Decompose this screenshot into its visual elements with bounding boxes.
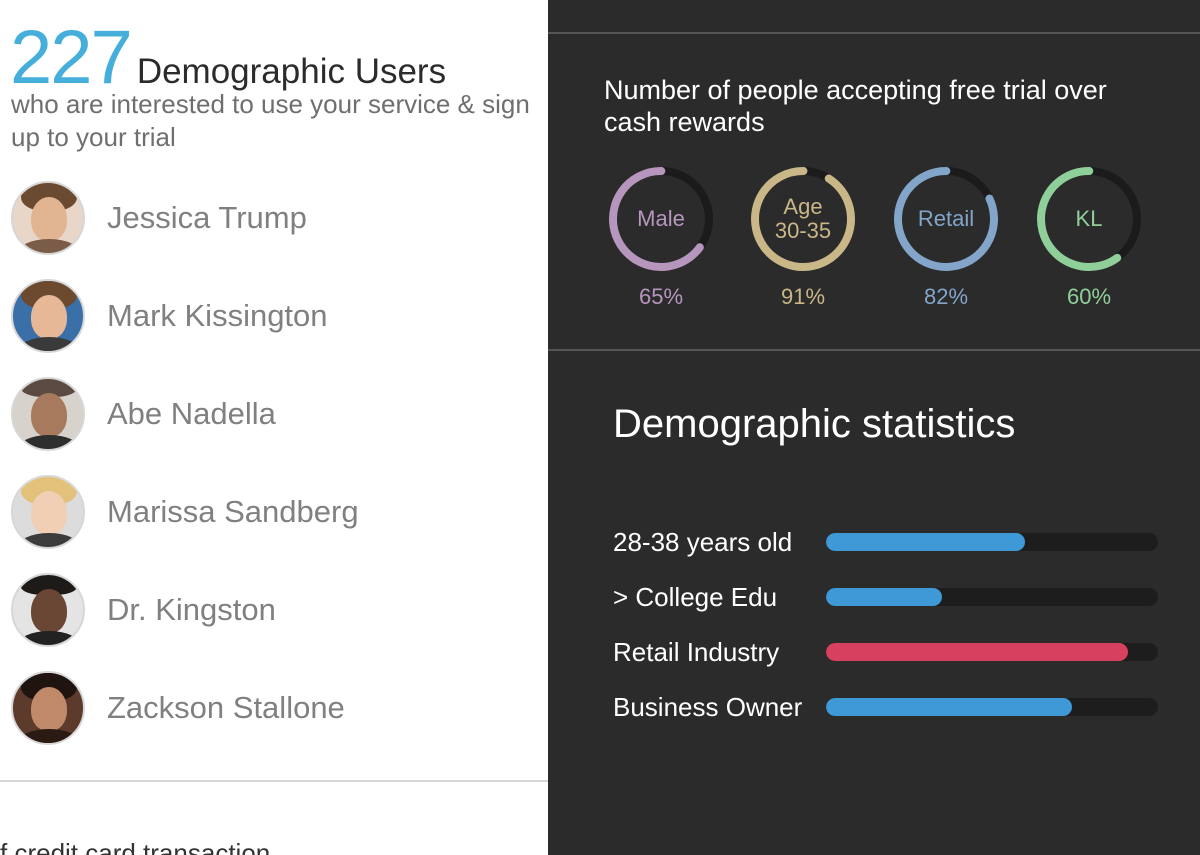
stat-label: Retail Industry	[613, 636, 780, 667]
user-item[interactable]: Abe Nadella	[11, 376, 531, 452]
stat-bar-track	[826, 588, 1158, 606]
avatar	[11, 181, 85, 255]
ring-chart	[609, 167, 713, 271]
stat-row: Business Owner	[613, 690, 1173, 724]
ring-arc	[609, 167, 713, 271]
ring-chart	[751, 167, 855, 271]
user-name: Zackson Stallone	[107, 690, 345, 725]
user-item[interactable]: Dr. Kingston	[11, 572, 531, 648]
stat-row: 28-38 years old	[613, 525, 1173, 559]
ring-3: Retail 82%	[891, 164, 1001, 314]
ring-label: Age 30-35	[774, 194, 832, 243]
ring-arc	[751, 167, 855, 271]
stat-label: 28-38 years old	[613, 526, 793, 557]
ring-1: Male 65%	[606, 164, 716, 314]
users-subtitle: who are interested to use your service &…	[11, 89, 530, 152]
ring-label: Male	[637, 206, 685, 231]
user-item[interactable]: Marissa Sandberg	[11, 474, 531, 550]
user-item[interactable]: Zackson Stallone	[11, 670, 531, 746]
ring-4: KL 60%	[1034, 164, 1144, 314]
stat-bar-fill	[826, 643, 1129, 661]
stat-label: Business Owner	[613, 691, 803, 722]
user-count-label: Demographic Users	[136, 52, 447, 91]
ring-2: Age 30-35 91%	[748, 164, 858, 314]
ring-percent: 60%	[1066, 284, 1112, 309]
trial-chart-title: Number of people accepting free trial ov…	[604, 75, 1107, 137]
avatar	[11, 671, 85, 745]
avatar	[11, 475, 85, 549]
user-name: Dr. Kingston	[107, 592, 276, 627]
user-item[interactable]: Jessica Trump	[11, 180, 531, 256]
avatar	[11, 279, 85, 353]
ring-percent: 91%	[780, 284, 826, 309]
section-divider	[0, 780, 548, 782]
section-divider	[548, 349, 1200, 351]
ring-label: KL	[1075, 206, 1103, 231]
user-name: Abe Nadella	[107, 396, 276, 431]
stats-title: Demographic statistics	[613, 402, 1016, 446]
ring-arc	[894, 167, 998, 271]
avatar	[11, 573, 85, 647]
stat-bar-fill	[826, 588, 943, 606]
stat-label: > College Edu	[613, 581, 778, 612]
ring-chart	[1037, 167, 1141, 271]
ring-percent: 82%	[923, 284, 969, 309]
stat-bar-fill	[826, 533, 1026, 551]
ring-arc	[1037, 167, 1141, 271]
user-item[interactable]: Mark Kissington	[11, 278, 531, 354]
ring-percent: 65%	[638, 284, 684, 309]
stat-row: Retail Industry	[613, 635, 1173, 669]
user-name: Jessica Trump	[107, 200, 307, 235]
stat-bar-track	[826, 643, 1158, 661]
users-headline: 227 Demographic Users	[10, 14, 446, 101]
ring-label: Retail	[917, 206, 975, 231]
user-name: Marissa Sandberg	[107, 494, 359, 529]
users-panel: 227 Demographic Users who are interested …	[0, 0, 548, 855]
stat-bar-track	[826, 698, 1158, 716]
stat-bar-track	[826, 533, 1158, 551]
section-divider	[548, 32, 1200, 34]
next-section-heading: f credit card transaction	[0, 838, 271, 855]
user-count: 227	[10, 15, 133, 100]
avatar	[11, 377, 85, 451]
user-name: Mark Kissington	[107, 298, 328, 333]
ring-chart	[894, 167, 998, 271]
stat-row: > College Edu	[613, 580, 1173, 614]
stat-bar-fill	[826, 698, 1072, 716]
stats-panel: Number of people accepting free trial ov…	[548, 0, 1200, 855]
